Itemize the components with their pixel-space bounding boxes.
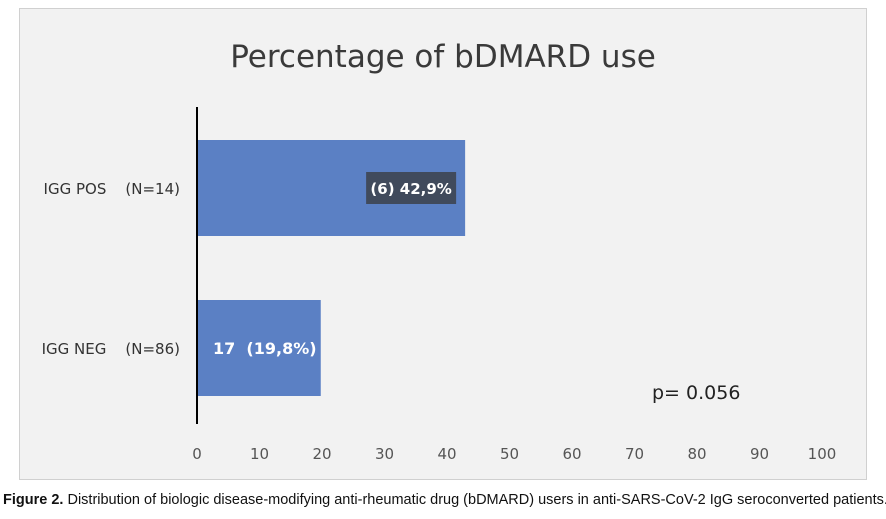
category-label-2: IGG NEG (N=86): [42, 340, 180, 358]
x-tick-label-30: 30: [375, 445, 394, 463]
data-label-box-1: [366, 172, 457, 204]
x-tick-label-100: 100: [808, 445, 837, 463]
x-tick-label-40: 40: [437, 445, 456, 463]
x-tick-label-80: 80: [687, 445, 706, 463]
x-tick-label-20: 20: [312, 445, 331, 463]
chart-title: Percentage of bDMARD use: [230, 39, 656, 75]
category-label-1: IGG POS (N=14): [44, 180, 180, 198]
chart-plot: Percentage of bDMARD use IGG POS (N=14) (…: [42, 39, 837, 463]
caption-text: Distribution of biologic disease-modifyi…: [63, 492, 886, 508]
chart-frame: Percentage of bDMARD use IGG POS (N=14) (…: [19, 8, 867, 480]
x-tick-label-90: 90: [750, 445, 769, 463]
x-tick-label-50: 50: [500, 445, 519, 463]
data-label-2: 17 (19,8%): [213, 339, 317, 358]
x-tick-label-0: 0: [192, 445, 202, 463]
bar-2: [197, 300, 321, 396]
p-value-annotation: p= 0.056: [652, 382, 740, 404]
caption-label: Figure 2.: [3, 492, 64, 508]
figure-caption: Figure 2. Distribution of biologic disea…: [3, 492, 886, 508]
x-tick-label-10: 10: [250, 445, 269, 463]
x-tick-label-60: 60: [562, 445, 581, 463]
x-tick-label-70: 70: [625, 445, 644, 463]
data-label-1: (6) 42,9%: [370, 180, 451, 198]
